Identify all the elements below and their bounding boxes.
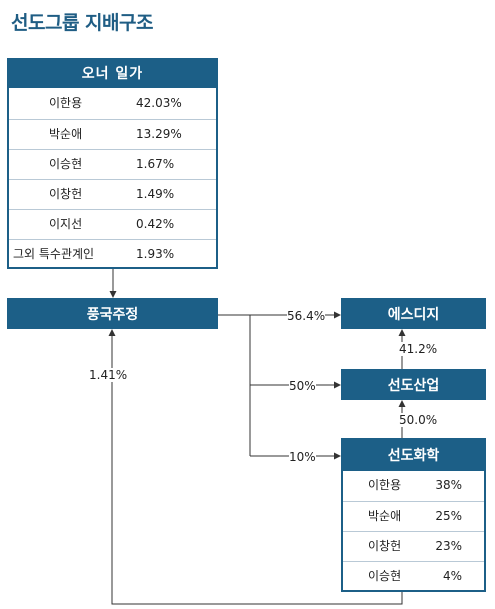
owner-name: 이창헌 xyxy=(49,187,83,201)
owner-pct: 1.67% xyxy=(136,157,175,171)
owner-row: 이한용 42.03% xyxy=(9,89,216,119)
line-sundo-chem-to-pungguk xyxy=(108,329,403,605)
sundo-industry-box: 선도산업 xyxy=(341,369,486,400)
holder-pct: 38% xyxy=(435,478,462,492)
sundo-chem-row: 박순애 25% xyxy=(343,501,484,531)
owner-row: 이창헌 1.49% xyxy=(9,179,216,209)
page-title: 선도그룹 지배구조 xyxy=(11,12,153,34)
edge-label-pungguk-sundo-chem: 10% xyxy=(289,450,316,464)
owner-pct: 42.03% xyxy=(136,96,182,110)
esdizi-box: 에스디지 xyxy=(341,298,486,329)
owner-name: 박순애 xyxy=(49,127,83,141)
owner-pct: 1.93% xyxy=(136,247,175,261)
edge-label-pungguk-sundo-industry: 50% xyxy=(289,379,316,393)
owner-row: 그외 특수관계인 1.93% xyxy=(9,239,216,269)
owner-name: 이승현 xyxy=(49,157,83,171)
pungguk-box: 풍국주정 xyxy=(7,298,218,329)
edge-label-pungguk-esdizi: 56.4% xyxy=(287,309,326,323)
sundo-chem-row: 이승현 4% xyxy=(343,561,484,591)
owner-name: 이지선 xyxy=(49,217,83,231)
owner-family-header: 오너 일가 xyxy=(7,58,218,88)
edge-label-sundo-industry-esdizi: 41.2% xyxy=(397,342,440,356)
owner-row: 박순애 13.29% xyxy=(9,119,216,149)
owner-pct: 13.29% xyxy=(136,127,182,141)
sundo-chem-row: 이창헌 23% xyxy=(343,531,484,561)
holder-pct: 4% xyxy=(442,569,462,583)
holder-pct: 25% xyxy=(435,509,462,523)
holder-name: 이승현 xyxy=(368,569,402,583)
owner-pct: 1.49% xyxy=(136,187,175,201)
holder-name: 박순애 xyxy=(368,509,402,523)
owner-name: 그외 특수관계인 xyxy=(13,247,95,261)
edge-label-sundo-chem-pungguk: 1.41% xyxy=(89,368,128,382)
holder-name: 이한용 xyxy=(368,478,402,492)
sundo-chem-header: 선도화학 xyxy=(341,438,486,471)
sundo-chem-row: 이한용 38% xyxy=(343,471,484,501)
owner-name: 이한용 xyxy=(49,96,83,110)
holder-name: 이창헌 xyxy=(368,539,402,553)
owner-pct: 0.42% xyxy=(136,217,175,231)
owner-row: 이지선 0.42% xyxy=(9,209,216,239)
holder-pct: 23% xyxy=(435,539,462,553)
edge-label-sundo-chem-sundo-industry: 50.0% xyxy=(397,413,440,427)
owner-row: 이승현 1.67% xyxy=(9,149,216,179)
